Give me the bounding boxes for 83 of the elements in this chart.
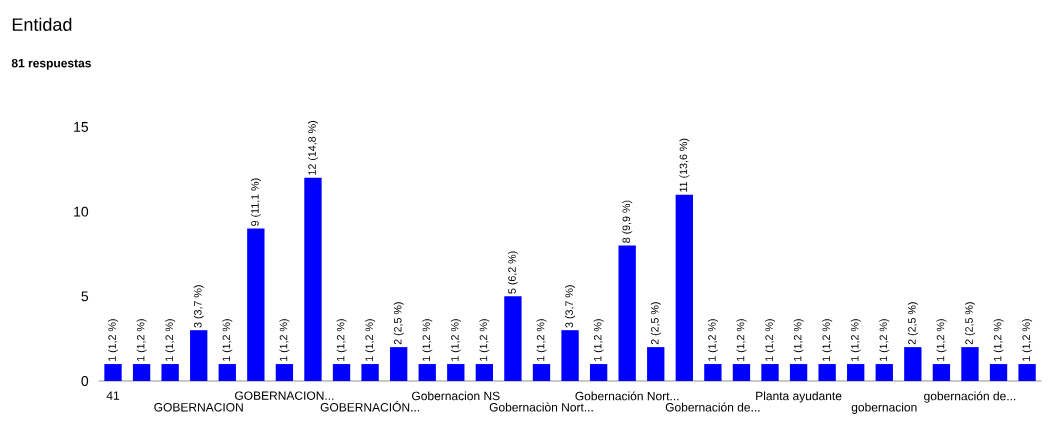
data-label: 1 (1,2 %)	[136, 319, 147, 361]
data-label: 1 (1,2 %)	[536, 319, 547, 361]
bar	[789, 364, 808, 381]
data-label: 2 (2,5 %)	[907, 302, 918, 345]
x-tick-label: Planta ayudante	[756, 391, 842, 403]
data-label: 12 (14,8 %)	[307, 121, 318, 175]
bar	[447, 364, 465, 381]
bar	[475, 364, 494, 381]
bar	[247, 228, 265, 381]
bar	[818, 364, 836, 381]
data-label: 1 (1,2 %)	[479, 319, 490, 361]
data-label: 1 (1,2 %)	[279, 319, 290, 361]
bar	[704, 364, 722, 381]
bar	[361, 364, 379, 381]
data-label: 3 (3,7 %)	[565, 285, 576, 328]
x-tick-label: Gobernación de...	[665, 402, 760, 412]
bar	[904, 347, 922, 381]
data-label: 3 (3,7 %)	[193, 285, 204, 328]
bar	[418, 364, 436, 381]
data-label: 1 (1,2 %)	[1022, 319, 1033, 361]
x-tick-label: Gobernacion NS	[412, 391, 500, 401]
x-tick-label: Gobernaciòn Nort...	[489, 402, 593, 412]
x-tick-label: GOBERNACION...	[235, 391, 334, 400]
bar	[647, 347, 665, 381]
data-label: 2 (2,5 %)	[964, 302, 975, 345]
bar	[675, 194, 693, 381]
bar	[932, 364, 951, 381]
bar	[104, 364, 122, 381]
data-label: 1 (1,2 %)	[707, 319, 718, 361]
bar	[847, 364, 865, 381]
bar	[390, 347, 408, 381]
data-label: 5 (6,2 %)	[507, 251, 518, 294]
data-label: 1 (1,2 %)	[793, 319, 804, 361]
y-tick-label: 10	[74, 206, 89, 217]
y-tick-label: 0	[81, 376, 89, 386]
data-label: 1 (1,2 %)	[593, 319, 604, 361]
x-tick-label: 41	[106, 391, 120, 400]
bar	[961, 347, 979, 381]
bar	[732, 364, 751, 381]
data-label: 1 (1,2 %)	[936, 319, 947, 361]
data-label: 8 (9,9 %)	[622, 200, 633, 243]
data-label: 1 (1,2 %)	[850, 319, 861, 361]
chart-title: Entidad	[12, 17, 72, 31]
bar	[618, 245, 636, 381]
data-label: 1 (1,2 %)	[365, 319, 376, 361]
bar	[875, 364, 893, 381]
bar	[561, 330, 579, 381]
bar	[332, 364, 351, 381]
x-tick-label: GOBERNACIÓN...	[320, 400, 420, 412]
bar	[589, 364, 608, 381]
data-label: 1 (1,2 %)	[108, 319, 118, 361]
bar	[161, 364, 179, 381]
x-tick-label: Gobernación Nort...	[575, 391, 679, 401]
data-label: 2 (2,5 %)	[650, 302, 661, 345]
chart-subtitle: 81 respuestas	[11, 58, 91, 70]
data-label: 1 (1,2 %)	[450, 319, 461, 361]
bar	[218, 364, 236, 381]
bar	[190, 330, 208, 381]
bar	[1018, 364, 1036, 381]
bar	[132, 364, 151, 381]
bar	[504, 296, 522, 381]
data-label: 1 (1,2 %)	[222, 319, 233, 361]
x-tick-label: gobernacion	[851, 402, 917, 414]
data-label: 9 (11,1 %)	[250, 178, 261, 226]
bar	[761, 364, 779, 381]
data-label: 1 (1,2 %)	[422, 319, 433, 361]
data-label: 11 (13,6 %)	[679, 138, 690, 192]
x-tick-label: GOBERNACION	[154, 403, 243, 412]
data-label: 1 (1,2 %)	[822, 319, 833, 361]
x-tick-label: gobernación de...	[924, 391, 1016, 403]
y-tick-label: 5	[81, 291, 89, 302]
bar	[304, 177, 322, 381]
bar	[532, 364, 551, 381]
data-label: 1 (1,2 %)	[736, 319, 747, 361]
data-label: 1 (1,2 %)	[765, 319, 775, 361]
data-label: 1 (1,2 %)	[879, 319, 890, 361]
data-label: 1 (1,2 %)	[993, 319, 1004, 361]
bar	[989, 364, 1008, 381]
bar	[275, 364, 294, 381]
data-label: 1 (1,2 %)	[165, 319, 176, 361]
data-label: 2 (2,5 %)	[393, 302, 404, 345]
y-tick-label: 15	[74, 122, 89, 132]
data-label: 1 (1,2 %)	[336, 319, 347, 361]
